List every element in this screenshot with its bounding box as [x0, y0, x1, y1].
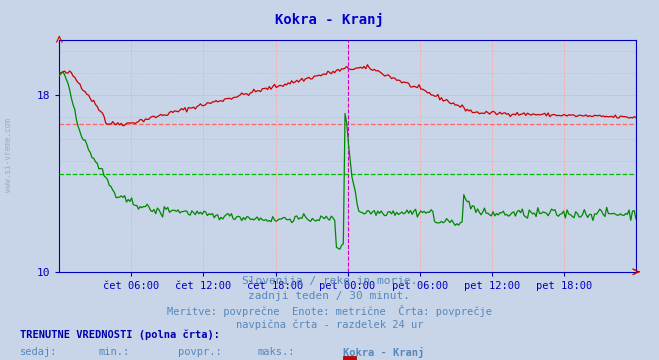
Text: navpična črta - razdelek 24 ur: navpična črta - razdelek 24 ur	[236, 320, 423, 330]
Text: min.:: min.:	[99, 347, 130, 357]
Text: Kokra - Kranj: Kokra - Kranj	[275, 13, 384, 27]
Text: Kokra - Kranj: Kokra - Kranj	[343, 347, 424, 358]
Text: maks.:: maks.:	[257, 347, 295, 357]
Text: Slovenija / reke in morje.: Slovenija / reke in morje.	[242, 276, 417, 287]
Text: Meritve: povprečne  Enote: metrične  Črta: povprečje: Meritve: povprečne Enote: metrične Črta:…	[167, 305, 492, 317]
Text: TRENUTNE VREDNOSTI (polna črta):: TRENUTNE VREDNOSTI (polna črta):	[20, 329, 219, 340]
Text: www.si-vreme.com: www.si-vreme.com	[4, 118, 13, 192]
Text: zadnji teden / 30 minut.: zadnji teden / 30 minut.	[248, 291, 411, 301]
Text: povpr.:: povpr.:	[178, 347, 221, 357]
Text: sedaj:: sedaj:	[20, 347, 57, 357]
